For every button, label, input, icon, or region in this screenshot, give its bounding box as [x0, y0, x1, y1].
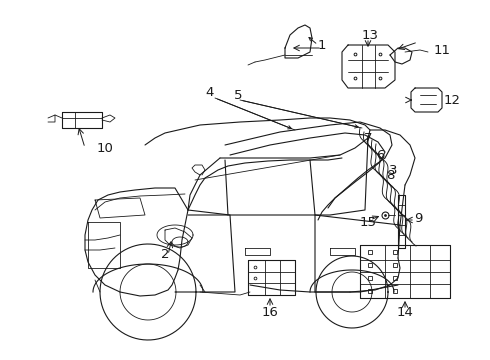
- Text: 13: 13: [362, 28, 378, 41]
- Text: 15: 15: [360, 216, 376, 229]
- Text: 7: 7: [364, 131, 372, 144]
- Text: 5: 5: [234, 89, 242, 102]
- Text: 11: 11: [434, 44, 450, 57]
- Text: 16: 16: [262, 306, 278, 319]
- Text: 2: 2: [161, 248, 169, 261]
- Text: 6: 6: [376, 149, 384, 162]
- Text: 4: 4: [206, 86, 214, 99]
- Text: 12: 12: [443, 94, 461, 107]
- Text: 8: 8: [386, 168, 394, 181]
- Text: 1: 1: [318, 39, 326, 51]
- Text: 3: 3: [389, 163, 397, 176]
- Text: 10: 10: [97, 141, 114, 154]
- Text: 9: 9: [414, 212, 422, 225]
- Text: 14: 14: [396, 306, 414, 319]
